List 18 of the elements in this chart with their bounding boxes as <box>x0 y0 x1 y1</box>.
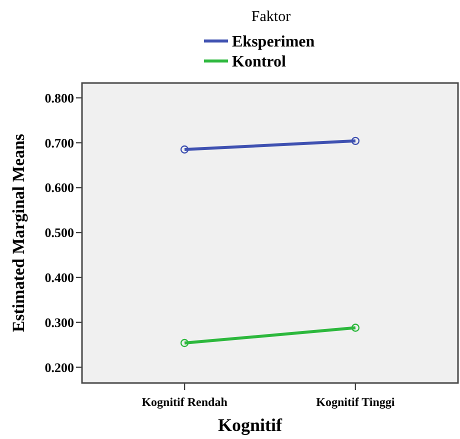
point <box>351 136 360 146</box>
legend-title: Faktor <box>251 9 291 25</box>
y-tick-label: 0.300 <box>44 314 74 330</box>
point <box>180 145 189 154</box>
y-tick-label: 0.800 <box>44 90 74 106</box>
y-axis-title: Estimated Marginal Means <box>9 133 28 332</box>
x-tick-label: Kognitif Tinggi <box>316 395 396 409</box>
x-tick-label: Kognitif Rendah <box>142 395 228 409</box>
x-axis-title: Kognitif <box>218 415 283 435</box>
legend-label: Kontrol <box>232 54 286 71</box>
y-tick-label: 0.600 <box>44 180 74 196</box>
point <box>180 338 189 348</box>
y-tick-label: 0.500 <box>44 225 74 240</box>
legend-label: Eksperimen <box>232 34 315 51</box>
y-tick-label: 0.200 <box>44 360 74 375</box>
y-tick-label: 0.700 <box>44 135 74 150</box>
y-tick-label: 0.400 <box>44 270 74 286</box>
point <box>351 324 360 332</box>
